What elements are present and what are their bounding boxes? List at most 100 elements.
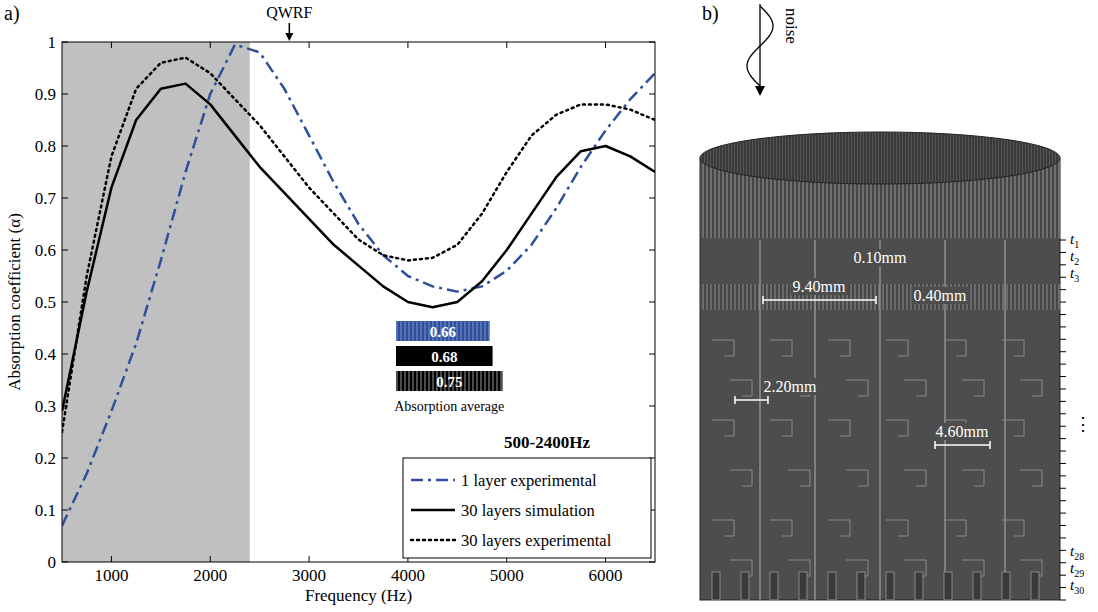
y-tick-label: 0.7 — [35, 189, 57, 208]
bottom-fin — [1031, 572, 1039, 600]
x-tick — [111, 556, 112, 562]
cell-wall — [828, 420, 850, 436]
inset-bar — [396, 371, 503, 391]
y-tick — [62, 146, 68, 147]
bottom-fin — [712, 572, 720, 600]
x-tick — [111, 42, 112, 48]
bottom-fin — [915, 572, 923, 600]
inset-bar-label: 0.75 — [436, 374, 462, 390]
cylinder-top — [700, 132, 1060, 184]
layer-label: t30 — [1070, 577, 1084, 596]
y-tick — [62, 94, 68, 95]
cell-wall — [1002, 340, 1024, 356]
y-tick-label: 0.1 — [35, 501, 56, 520]
y-tick-label: 0 — [48, 553, 57, 572]
dimension-end — [875, 296, 877, 304]
legend: 1 layer experimental 30 layers simulation… — [403, 458, 651, 558]
dimension-label: 0.40mm — [914, 287, 967, 304]
annotation-label: QWRF — [266, 4, 312, 21]
layer-tick — [1060, 525, 1066, 526]
layer-tick — [1060, 500, 1066, 501]
layer-tick — [1060, 326, 1066, 327]
layer-tick — [1060, 364, 1066, 365]
annotation-arrowhead — [285, 33, 293, 41]
layer-tick — [1060, 252, 1066, 253]
cell-wall — [712, 420, 734, 436]
layer-tick — [1060, 600, 1066, 601]
dimension-line — [763, 299, 876, 301]
bottom-fin — [741, 572, 749, 600]
y-tick — [649, 94, 655, 95]
y-tick-label: 0.8 — [35, 137, 56, 156]
inset-bar-label: 0.68 — [431, 349, 457, 365]
y-tick — [62, 406, 68, 407]
cell-wall — [770, 520, 792, 536]
y-tick-label: 0.5 — [35, 293, 56, 312]
layer-tick — [1060, 438, 1066, 439]
cell-wall — [1002, 420, 1024, 436]
layer-tick — [1060, 240, 1066, 241]
layer-tick — [1060, 537, 1066, 538]
layer-tick — [1060, 277, 1066, 278]
layer-index: 1 — [1074, 239, 1079, 250]
legend-label: 1 layer experimental — [461, 471, 597, 490]
dimension-label-ground — [762, 378, 819, 395]
layer-tick — [1060, 289, 1066, 290]
bottom-fin — [1002, 572, 1010, 600]
bottom-fin — [799, 572, 807, 600]
layer-tick — [1060, 426, 1066, 427]
bottom-fin — [886, 572, 894, 600]
legend-label: 30 layers simulation — [461, 501, 595, 520]
inset-title: Absorption average — [394, 399, 504, 414]
layer-label: t3 — [1070, 265, 1079, 284]
cylinder — [700, 132, 1060, 600]
layer-tick — [1060, 314, 1066, 315]
cell-wall — [886, 340, 908, 356]
y-tick — [649, 562, 655, 563]
inset-bar — [396, 346, 493, 366]
dimension-label-ground — [912, 287, 969, 304]
bottom-fin — [828, 572, 836, 600]
cell-wall — [846, 380, 868, 396]
dimension-end — [734, 396, 736, 404]
cell-wall — [788, 470, 810, 486]
layer-tick — [1060, 475, 1066, 476]
bottom-fin — [857, 572, 865, 600]
dimension-line — [935, 444, 990, 446]
legend-label: 30 layers experimental — [461, 531, 612, 550]
cell-wall — [770, 340, 792, 356]
inset-bar-label: 0.66 — [430, 324, 457, 340]
layer-index: 3 — [1074, 273, 1079, 284]
x-axis-title: Frequency (Hz) — [305, 586, 412, 605]
layer-tick — [1060, 388, 1066, 389]
y-tick — [62, 42, 68, 43]
layer-tick — [1060, 351, 1066, 352]
dimension-label: 9.40mm — [793, 278, 846, 295]
bottom-fin — [944, 572, 952, 600]
y-tick — [62, 510, 68, 511]
layer-index: 2 — [1074, 256, 1079, 267]
cell-wall — [846, 470, 868, 486]
layer-tick — [1060, 575, 1066, 576]
x-tick-label: 2000 — [193, 566, 227, 585]
noise-wave — [747, 6, 773, 86]
y-tick — [649, 302, 655, 303]
layer-tick — [1060, 302, 1066, 303]
plot-background — [62, 42, 655, 562]
y-tick-label: 0.9 — [35, 85, 56, 104]
y-tick — [62, 302, 68, 303]
x-tick — [605, 42, 606, 48]
layer-tick — [1060, 488, 1066, 489]
x-tick-label: 1000 — [94, 566, 128, 585]
y-axis-title: Absorption coefficient (α) — [5, 213, 24, 391]
bottom-fin — [973, 572, 981, 600]
dimension-label: 2.20mm — [764, 378, 817, 395]
dimension-end — [767, 396, 769, 404]
cell-wall — [944, 520, 966, 536]
layer-tick — [1060, 550, 1066, 551]
y-tick — [62, 198, 68, 199]
cell-wall — [886, 520, 908, 536]
y-tick — [62, 562, 68, 563]
cell-wall — [828, 520, 850, 536]
x-tick — [210, 42, 211, 48]
